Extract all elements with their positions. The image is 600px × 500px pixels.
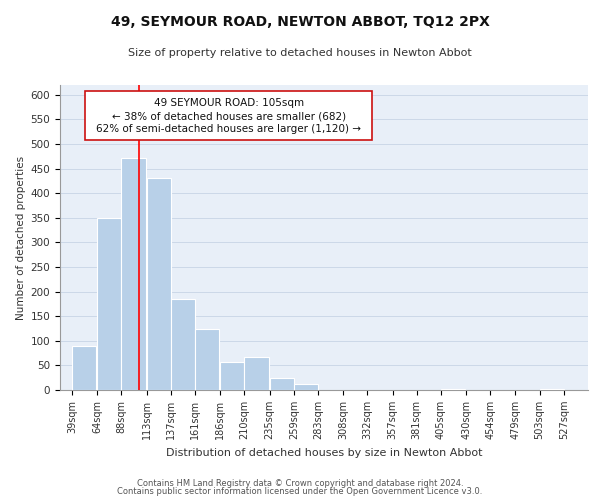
Bar bbox=[441, 388, 465, 390]
Bar bbox=[72, 346, 96, 390]
Bar bbox=[269, 378, 294, 390]
Text: 62% of semi-detached houses are larger (1,120) →: 62% of semi-detached houses are larger (… bbox=[96, 124, 361, 134]
Bar bbox=[195, 330, 219, 390]
FancyBboxPatch shape bbox=[85, 91, 373, 140]
Text: 49 SEYMOUR ROAD: 105sqm: 49 SEYMOUR ROAD: 105sqm bbox=[154, 98, 304, 108]
Text: ← 38% of detached houses are smaller (682): ← 38% of detached houses are smaller (68… bbox=[112, 112, 346, 122]
Bar bbox=[146, 178, 171, 390]
Text: Contains HM Land Registry data © Crown copyright and database right 2024.: Contains HM Land Registry data © Crown c… bbox=[137, 478, 463, 488]
Bar bbox=[539, 388, 564, 390]
X-axis label: Distribution of detached houses by size in Newton Abbot: Distribution of detached houses by size … bbox=[166, 448, 482, 458]
Text: 49, SEYMOUR ROAD, NEWTON ABBOT, TQ12 2PX: 49, SEYMOUR ROAD, NEWTON ABBOT, TQ12 2PX bbox=[110, 15, 490, 29]
Text: Size of property relative to detached houses in Newton Abbot: Size of property relative to detached ho… bbox=[128, 48, 472, 58]
Bar bbox=[97, 218, 121, 390]
Text: Contains public sector information licensed under the Open Government Licence v3: Contains public sector information licen… bbox=[118, 487, 482, 496]
Bar bbox=[171, 299, 195, 390]
Bar bbox=[244, 357, 269, 390]
Bar bbox=[220, 362, 244, 390]
Y-axis label: Number of detached properties: Number of detached properties bbox=[16, 156, 26, 320]
Bar bbox=[121, 158, 146, 390]
Bar bbox=[294, 384, 318, 390]
